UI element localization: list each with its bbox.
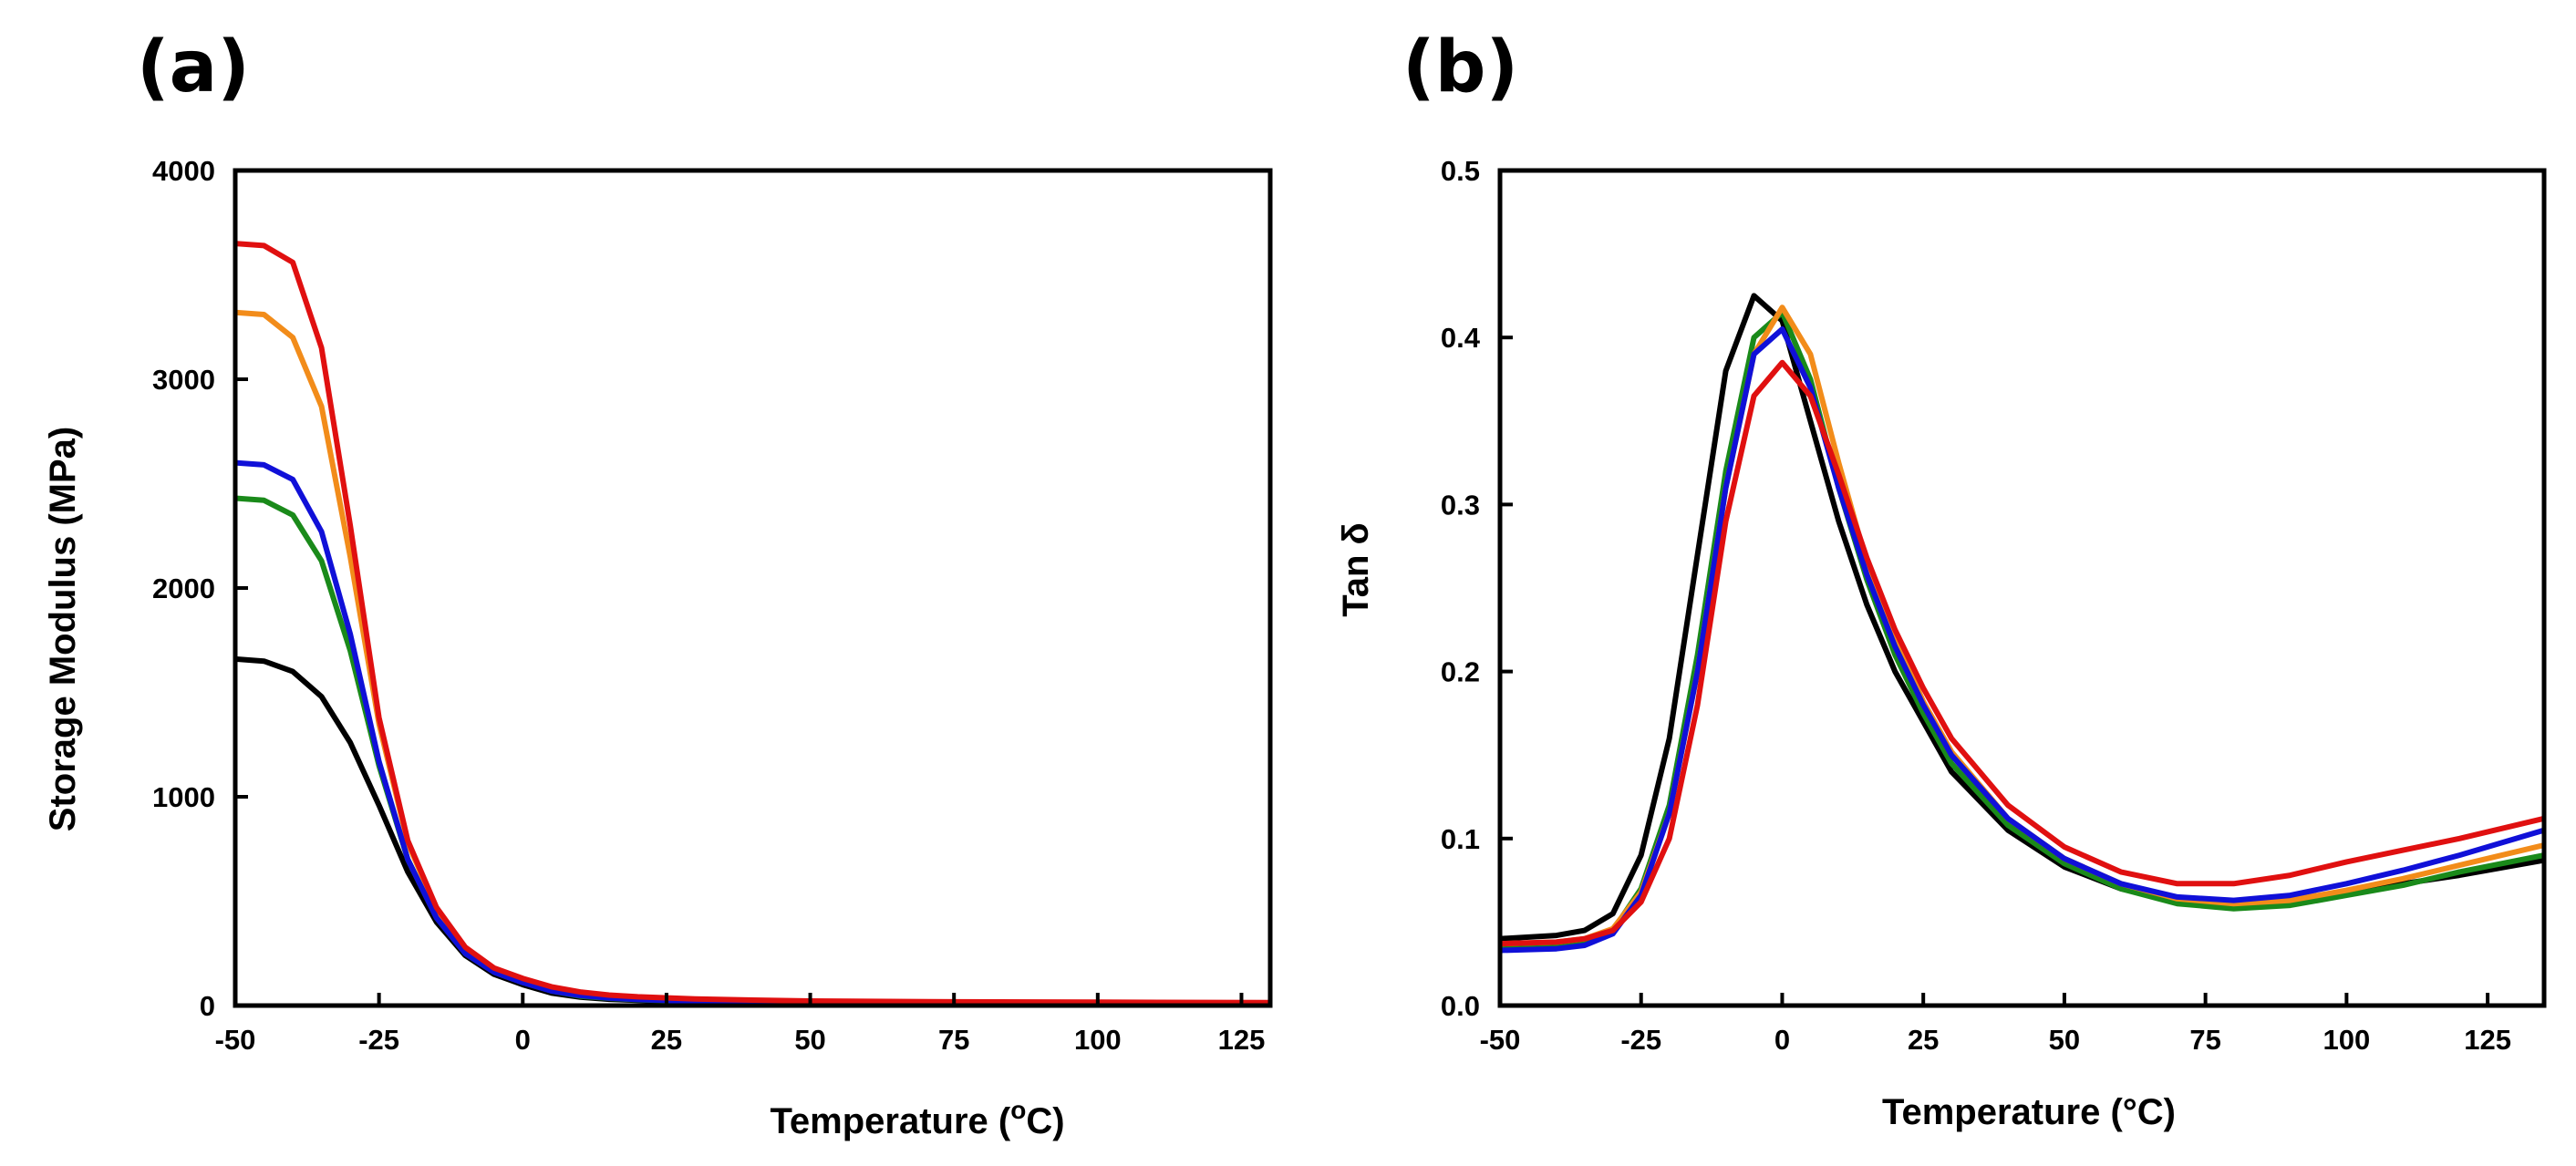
x-tick-label-a-0: -50 [215,1024,256,1056]
y-tick-label-b-0: 0.0 [1441,990,1480,1022]
y-tick-label-a-1: 1000 [152,781,215,813]
plot-area-a: -50 -25 0 25 50 75 100 125 0 1000 2000 3000 4000 [152,155,1273,1056]
x-tick-label-a-2: 0 [515,1024,531,1056]
x-axis-title-a-main: Temperature ( [770,1101,1010,1141]
x-tick-label-b-0: -50 [1480,1024,1521,1056]
panel-label-a: (a) [137,26,250,108]
y-tick-label-b-4: 0.4 [1441,322,1481,354]
x-tick-label-b-1: -25 [1620,1024,1661,1056]
y-tick-label-a-2: 2000 [152,573,215,604]
series-line-a-4 [235,241,1270,1006]
y-tick-label-b-5: 0.5 [1441,155,1480,187]
x-tick-label-a-5: 75 [938,1024,969,1056]
x-tick-label-b-4: 50 [2049,1024,2080,1056]
series-group-b [1500,293,2544,954]
series-line-a-3 [235,459,1270,1006]
x-tick-label-a-6: 100 [1074,1024,1122,1056]
x-tick-label-b-7: 125 [2464,1024,2511,1056]
x-tick-label-b-2: 0 [1774,1024,1790,1056]
y-tick-label-a-3: 3000 [152,364,215,396]
x-tick-label-a-1: -25 [358,1024,399,1056]
y-tick-label-b-2: 0.2 [1441,656,1480,688]
plot-frame-b [1497,168,2547,1008]
series-line-a-2 [235,309,1270,1006]
x-tick-label-a-7: 125 [1218,1024,1266,1056]
x-axis-title-a-end: C) [1026,1101,1064,1141]
x-tick-label-a-3: 25 [651,1024,682,1056]
x-tick-label-b-6: 100 [2323,1024,2371,1056]
y-tick-label-a-4: 4000 [152,155,215,187]
x-tick-label-a-4: 50 [794,1024,825,1056]
series-line-b-3 [1500,326,2544,954]
plot-area-b: -50 -25 0 25 50 75 100 125 0.0 0.1 0.2 0.3 0.4 0.5 [1441,155,2547,1056]
panel-label-b: (b) [1402,26,1518,108]
series-line-a-1 [235,495,1270,1006]
series-group-a [235,241,1270,1006]
panel-b: (b) -50 -25 0 25 50 75 100 125 0.0 0.1 0.2 0.3 0.4 0.… [1336,26,2547,1132]
y-tick-label-b-1: 0.1 [1441,823,1480,855]
y-tick-label-a-0: 0 [200,990,215,1022]
series-line-a-0 [235,655,1270,1006]
plot-frame-a [233,168,1273,1008]
x-tick-label-b-5: 75 [2189,1024,2220,1056]
panel-a: (a) -50 -25 0 25 50 75 100 125 0 1000 2000 3000 4000… [43,26,1273,1141]
x-tick-label-b-3: 25 [1908,1024,1939,1056]
x-axis-title-a-sup: o [1010,1096,1026,1124]
y-tick-label-b-3: 0.3 [1441,489,1480,521]
series-line-b-4 [1500,359,2544,947]
y-axis-title-a: Storage Modulus (MPa) [43,427,83,831]
x-axis-title-a: Temperature (oC) [770,1096,1064,1141]
y-axis-title-b: Tan δ [1336,522,1376,617]
x-axis-title-b: Temperature (°C) [1882,1092,2176,1132]
